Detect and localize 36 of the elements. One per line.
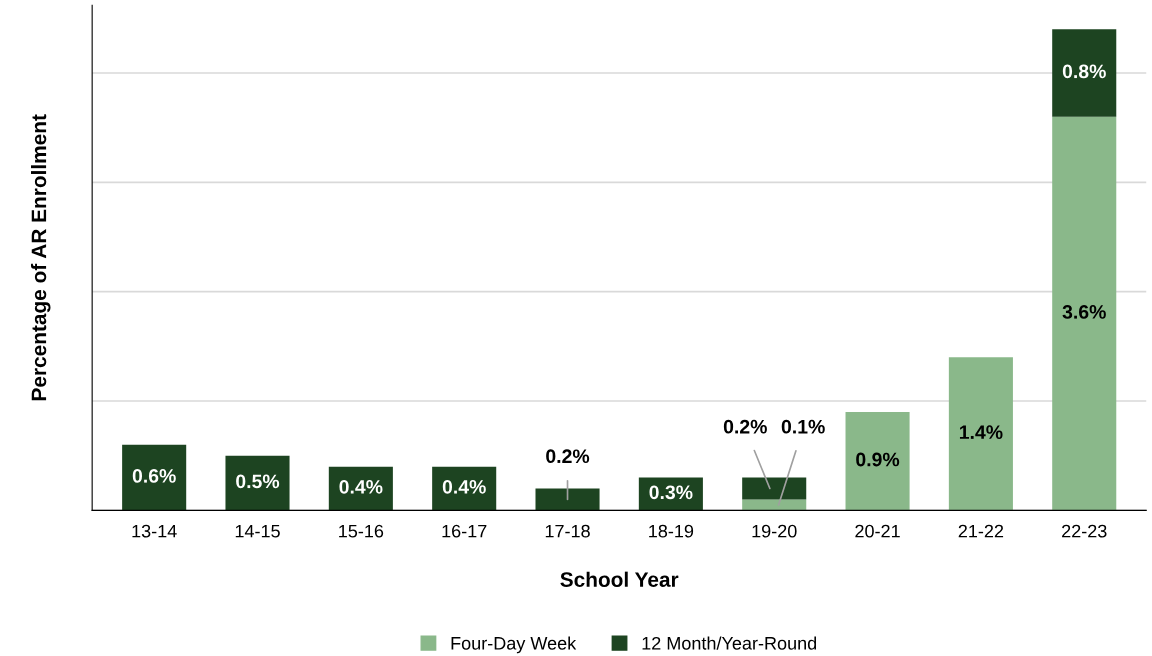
- x-tick-label: 19-20: [752, 524, 797, 538]
- data-label: 0.4%: [339, 479, 383, 494]
- data-label: 0.1%: [781, 419, 825, 434]
- bar: [122, 444, 187, 511]
- data-label: 0.2%: [723, 419, 767, 434]
- bar: [225, 455, 290, 511]
- x-tick-label: 14-15: [235, 524, 280, 538]
- bar: [432, 466, 497, 511]
- x-tick-label: 21-22: [958, 524, 1004, 538]
- x-tick-label: 20-21: [855, 524, 900, 538]
- x-tick-label: 18-19: [649, 524, 694, 538]
- x-axis-title: School Year: [560, 571, 679, 587]
- legend-label: Four-Day Week: [451, 636, 577, 654]
- bar: [845, 411, 910, 511]
- bar: [1052, 29, 1117, 117]
- x-tick-label: 22-23: [1062, 524, 1107, 538]
- data-label: 0.6%: [132, 469, 176, 483]
- data-label: 0.5%: [236, 474, 280, 489]
- legend-label: 12 Month/Year-Round: [642, 636, 817, 650]
- x-tick-label: 16-17: [442, 524, 487, 538]
- data-label: 0.8%: [1062, 64, 1106, 79]
- data-label: 0.2%: [546, 449, 590, 464]
- data-label: 0.3%: [649, 485, 693, 500]
- bar: [535, 488, 600, 511]
- x-tick-label: 13-14: [132, 524, 177, 538]
- bar: [742, 477, 807, 500]
- x-tick-label: 15-16: [339, 524, 384, 538]
- bar: [742, 499, 807, 511]
- bar: [948, 357, 1013, 511]
- bar: [1052, 116, 1117, 511]
- data-label: 1.4%: [959, 425, 1003, 440]
- data-label: 3.6%: [1062, 305, 1106, 319]
- y-axis-title: Percentage of AR Enrollment: [30, 114, 51, 401]
- x-tick-label: 17-18: [545, 524, 590, 538]
- data-label: 0.9%: [856, 452, 900, 467]
- data-label: 0.4%: [442, 479, 486, 494]
